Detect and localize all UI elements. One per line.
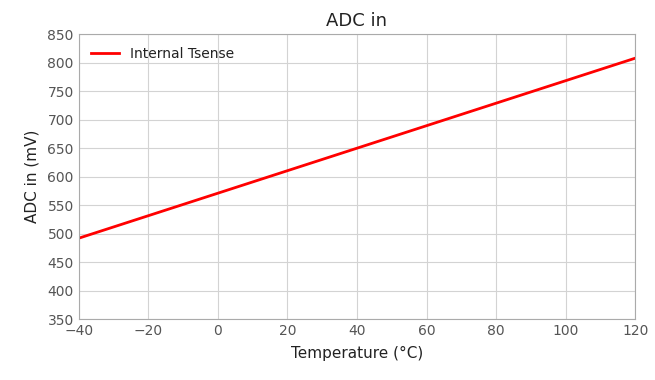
Legend: Internal Tsense: Internal Tsense [86,41,240,66]
Title: ADC in: ADC in [326,12,388,30]
Y-axis label: ADC in (mV): ADC in (mV) [24,130,39,223]
X-axis label: Temperature (°C): Temperature (°C) [291,347,423,361]
